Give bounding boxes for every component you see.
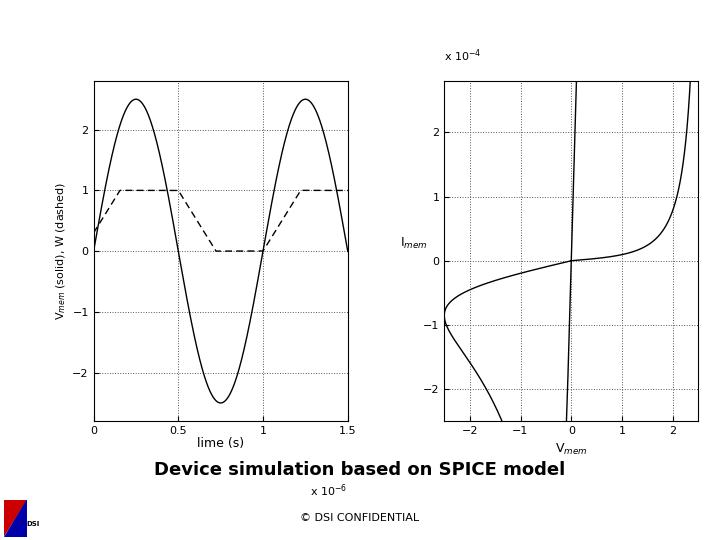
Text: DSI: DSI	[27, 521, 40, 527]
Text: Device simulation based on SPICE model: Device simulation based on SPICE model	[154, 461, 566, 479]
X-axis label: V$_{mem}$: V$_{mem}$	[555, 442, 588, 457]
Text: Simulated Memristor Characteristics: Simulated Memristor Characteristics	[18, 25, 593, 52]
Y-axis label: I$_{mem}$: I$_{mem}$	[400, 236, 428, 251]
Text: x 10$^{-6}$: x 10$^{-6}$	[310, 482, 348, 499]
Text: x 10$^{-4}$: x 10$^{-4}$	[444, 48, 482, 64]
Polygon shape	[4, 500, 27, 537]
X-axis label: lime (s): lime (s)	[197, 437, 244, 450]
Y-axis label: V$_{mem}$ (solid), W (dashed): V$_{mem}$ (solid), W (dashed)	[55, 182, 68, 320]
Text: © DSI CONFIDENTIAL: © DSI CONFIDENTIAL	[300, 514, 420, 523]
Polygon shape	[4, 500, 27, 537]
